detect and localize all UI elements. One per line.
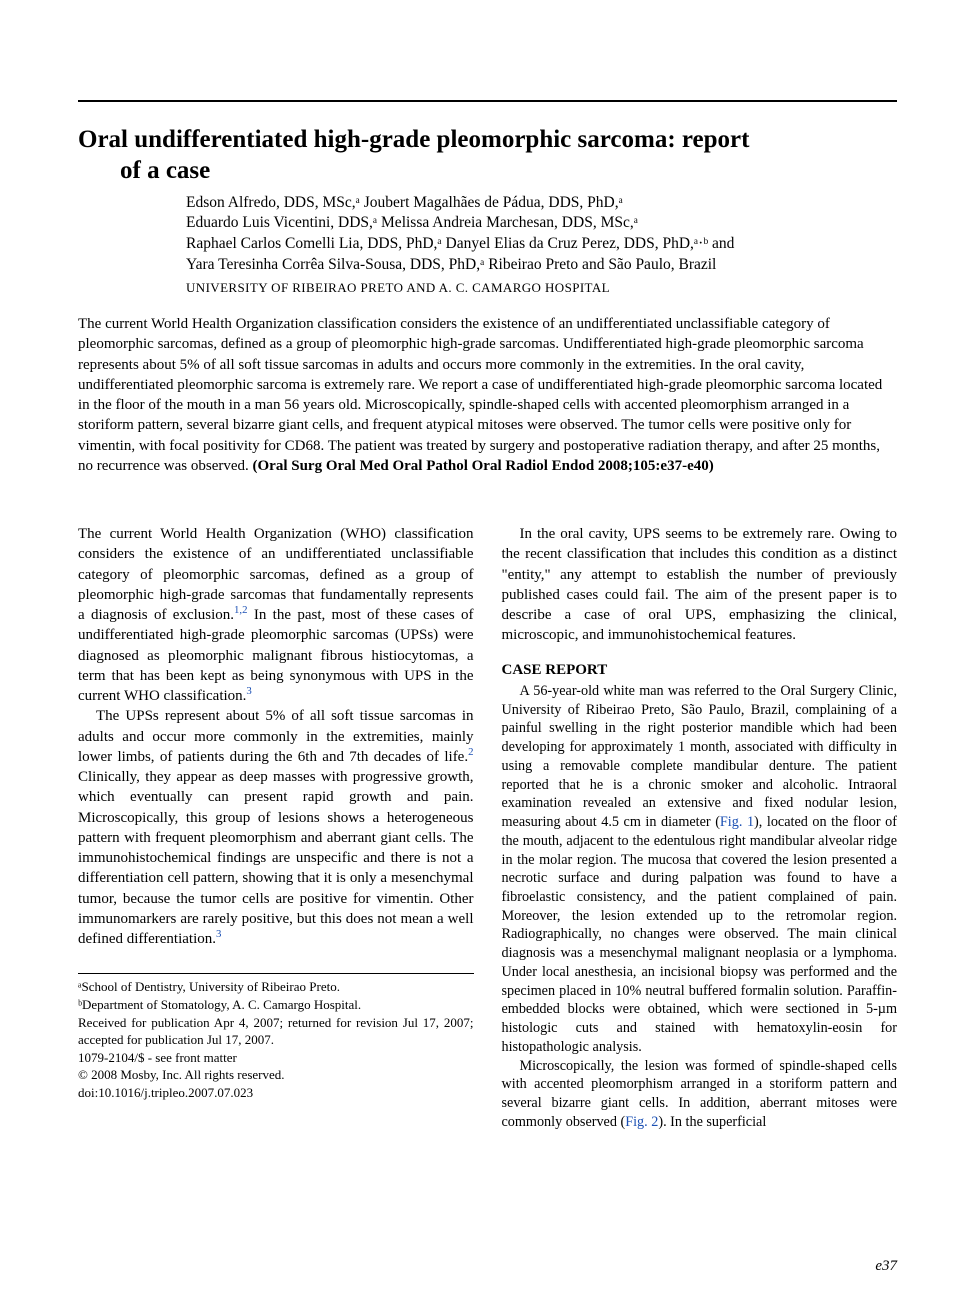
footnote-received: Received for publication Apr 4, 2007; re… <box>78 1014 474 1049</box>
footnote-issn: 1079-2104/$ - see front matter <box>78 1049 474 1067</box>
author-line: Yara Teresinha Corrêa Silva-Sousa, DDS, … <box>186 255 897 276</box>
figure-link[interactable]: Fig. 1 <box>720 814 754 830</box>
footnote-block: ᵃSchool of Dentistry, University of Ribe… <box>78 973 474 1101</box>
title-line-2: of a case <box>78 157 210 184</box>
text: Clinically, they appear as deep masses w… <box>78 769 474 947</box>
case-para-1: A 56-year-old white man was referred to … <box>502 682 898 1057</box>
abstract-citation: (Oral Surg Oral Med Oral Pathol Oral Rad… <box>253 458 714 474</box>
top-rule <box>78 100 897 102</box>
affiliation-caps: UNIVERSITY OF RIBEIRAO PRETO AND A. C. C… <box>78 280 897 296</box>
figure-link[interactable]: Fig. 2 <box>625 1114 658 1130</box>
footnote-doi: doi:10.1016/j.tripleo.2007.07.023 <box>78 1084 474 1102</box>
author-line: Eduardo Luis Vicentini, DDS,ᵃ Melissa An… <box>186 213 897 234</box>
abstract-text: The current World Health Organization cl… <box>78 316 882 474</box>
ref-link[interactable]: 1,2 <box>234 604 248 616</box>
footnote-affil-b: ᵇDepartment of Stomatology, A. C. Camarg… <box>78 996 474 1014</box>
title-line-1: Oral undifferentiated high-grade pleomor… <box>78 126 749 153</box>
case-para-2: Microscopically, the lesion was formed o… <box>502 1057 898 1132</box>
section-heading-case-report: CASE REPORT <box>502 660 898 680</box>
right-column: In the oral cavity, UPS seems to be extr… <box>502 524 898 1131</box>
text: A 56-year-old white man was referred to … <box>502 683 898 830</box>
author-line: Raphael Carlos Comelli Lia, DDS, PhD,ᵃ D… <box>186 234 897 255</box>
author-block: Edson Alfredo, DDS, MSc,ᵃ Joubert Magalh… <box>78 193 897 277</box>
footnote-copyright: © 2008 Mosby, Inc. All rights reserved. <box>78 1066 474 1084</box>
text: ), located on the floor of the mouth, ad… <box>502 814 898 1055</box>
ref-link[interactable]: 3 <box>216 928 221 940</box>
intro-para-3: In the oral cavity, UPS seems to be extr… <box>502 524 898 646</box>
left-column: The current World Health Organization (W… <box>78 524 474 1131</box>
intro-para-2: The UPSs represent about 5% of all soft … <box>78 706 474 949</box>
ref-link[interactable]: 2 <box>468 746 473 758</box>
text: ). In the superficial <box>658 1114 766 1130</box>
ref-link[interactable]: 3 <box>246 685 251 697</box>
article-title: Oral undifferentiated high-grade pleomor… <box>78 124 897 187</box>
footnote-affil-a: ᵃSchool of Dentistry, University of Ribe… <box>78 978 474 996</box>
abstract-block: The current World Health Organization cl… <box>78 314 897 476</box>
two-column-body: The current World Health Organization (W… <box>78 524 897 1131</box>
intro-para-1: The current World Health Organization (W… <box>78 524 474 706</box>
page-number: e37 <box>875 1258 897 1275</box>
text: The UPSs represent about 5% of all soft … <box>78 708 474 765</box>
author-line: Edson Alfredo, DDS, MSc,ᵃ Joubert Magalh… <box>186 193 897 214</box>
case-report-body: A 56-year-old white man was referred to … <box>502 682 898 1132</box>
